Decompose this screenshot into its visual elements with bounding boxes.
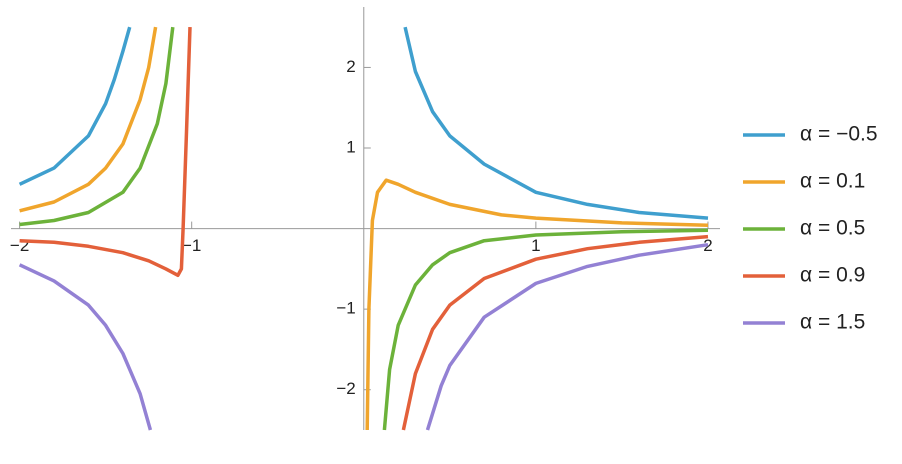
series-line xyxy=(19,26,709,431)
x-tick-label: 1 xyxy=(531,236,540,255)
legend-label: α = 0.5 xyxy=(800,217,865,240)
y-tick-label: −1 xyxy=(336,299,355,318)
x-tick-label: −2 xyxy=(10,236,29,255)
y-tick-label: 2 xyxy=(346,57,355,76)
series-line xyxy=(19,26,709,431)
legend-label: α = 0.1 xyxy=(800,170,865,193)
x-tick-label: −1 xyxy=(182,236,201,255)
legend-label: α = 1.5 xyxy=(800,311,865,334)
series-line xyxy=(19,27,709,431)
y-tick-label: 1 xyxy=(346,137,355,156)
y-tick-label: −2 xyxy=(336,379,355,398)
legend-label: α = 0.9 xyxy=(800,264,865,287)
legend-label: α = −0.5 xyxy=(800,123,878,146)
series-line xyxy=(18,26,709,220)
series-line xyxy=(18,242,709,431)
